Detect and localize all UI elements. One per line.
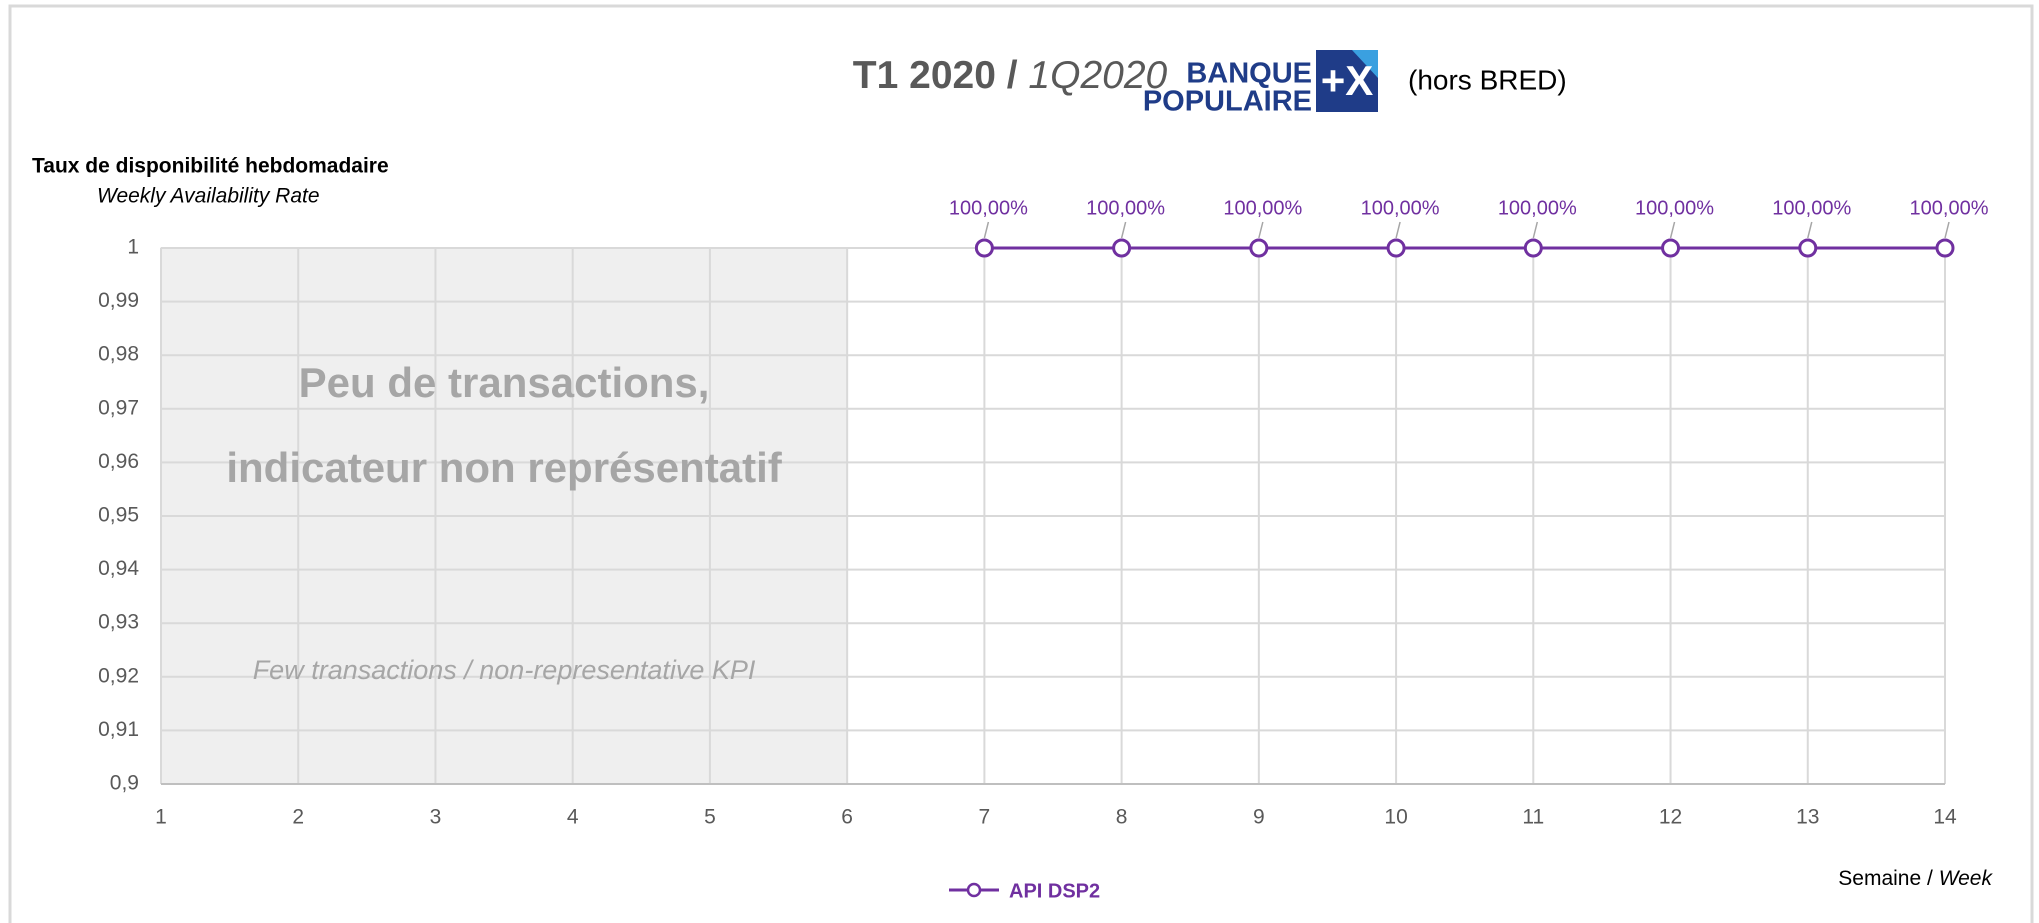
title-separator: /	[1007, 54, 1018, 97]
x-axis-label: Semaine / Week	[1838, 867, 1993, 890]
logo-mark: +X	[1321, 57, 1374, 104]
marker	[1249, 238, 1269, 258]
logo-line1: BANQUE	[1186, 58, 1312, 90]
y-axis-label-en: Weekly Availability Rate	[97, 185, 320, 208]
x-label-en: Week	[1939, 867, 1994, 890]
label-leader	[983, 221, 990, 239]
x-tick-label: 2	[292, 806, 304, 829]
y-axis-label: Taux de disponibilité hebdomadaire	[32, 155, 389, 178]
marker	[1798, 238, 1818, 258]
x-tick-label: 13	[1796, 806, 1819, 829]
legend-label: API DSP2	[1009, 880, 1100, 902]
x-tick-label: 4	[567, 806, 579, 829]
data-label: 100,00%	[1498, 197, 1577, 219]
data-label: 100,00%	[1361, 197, 1440, 219]
annotation: Peu de transactions,	[299, 359, 710, 406]
legend-marker	[966, 882, 982, 898]
marker	[1935, 238, 1955, 258]
logo-line2: POPULAIRE	[1143, 86, 1312, 118]
x-tick-label: 6	[841, 806, 853, 829]
x-tick-label: 12	[1659, 806, 1682, 829]
x-tick-label: 5	[704, 806, 716, 829]
y-tick-label: 0,94	[98, 557, 139, 580]
label-leader	[1395, 221, 1401, 239]
logo-corner	[1352, 50, 1378, 78]
x-tick-label: 14	[1933, 806, 1957, 829]
data-label: 100,00%	[1223, 197, 1302, 219]
label-leader	[1258, 221, 1264, 239]
data-label: 100,00%	[1772, 197, 1851, 219]
x-tick-label: 1	[155, 806, 167, 829]
label-leader	[1944, 221, 1950, 239]
y-tick-label: 0,91	[98, 718, 139, 741]
marker	[1112, 238, 1132, 258]
y-tick-label: 0,99	[98, 289, 139, 312]
x-tick-label: 3	[430, 806, 442, 829]
label-leader	[1532, 221, 1539, 239]
data-label: 100,00%	[1910, 197, 1989, 219]
x-tick-label: 10	[1384, 806, 1407, 829]
data-label: 100,00%	[1635, 197, 1714, 219]
annotation: indicateur non représentatif	[226, 444, 782, 491]
annotation: Few transactions / non-representative KP…	[253, 655, 756, 685]
data-label: 100,00%	[949, 197, 1028, 219]
label-leader	[1120, 221, 1127, 239]
chart-title: T1 2020 / 1Q2020	[853, 54, 1168, 97]
y-tick-label: 0,93	[98, 611, 139, 634]
data-label: 100,00%	[1086, 197, 1165, 219]
x-label: Semaine /	[1838, 867, 1933, 890]
y-tick-label: 0,9	[110, 772, 139, 795]
y-tick-label: 0,97	[98, 396, 139, 419]
x-tick-label: 9	[1253, 806, 1265, 829]
y-tick-label: 0,92	[98, 664, 139, 687]
marker	[1523, 238, 1543, 258]
label-leader	[1669, 221, 1676, 239]
title-main: T1 2020	[853, 54, 996, 97]
x-tick-label: 7	[979, 806, 991, 829]
marker	[974, 238, 994, 258]
x-tick-label: 11	[1522, 806, 1544, 829]
title-sub: 1Q2020	[1028, 54, 1167, 97]
y-tick-label: 0,98	[98, 343, 139, 366]
x-tick-label: 8	[1116, 806, 1128, 829]
marker	[1661, 238, 1681, 258]
y-tick-label: 0,96	[98, 450, 139, 473]
note: (hors BRED)	[1408, 64, 1567, 95]
marker	[1386, 238, 1406, 258]
y-tick-label: 0,95	[98, 504, 139, 527]
y-tick-label: 1	[127, 236, 139, 259]
label-leader	[1807, 221, 1813, 239]
